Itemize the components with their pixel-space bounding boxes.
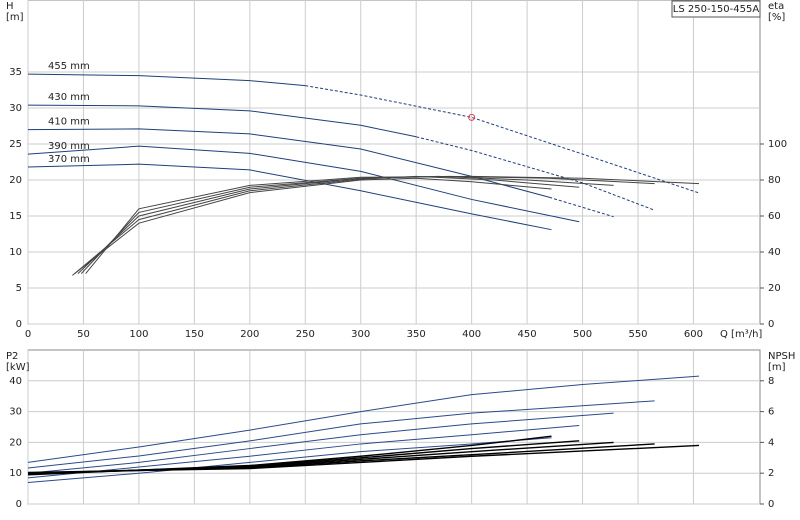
y-tick-label: 5 bbox=[16, 283, 22, 294]
curve bbox=[74, 175, 580, 274]
x-tick-label: 350 bbox=[407, 329, 426, 340]
y2-tick-label: 20 bbox=[768, 283, 781, 294]
operating-point bbox=[468, 113, 476, 121]
y2-axis-label: NPSH bbox=[768, 351, 795, 362]
y-tick-label: 15 bbox=[9, 211, 22, 222]
y-tick-label: 10 bbox=[9, 468, 22, 479]
model-box bbox=[671, 0, 761, 18]
curve bbox=[27, 444, 700, 474]
y-tick-label: 20 bbox=[9, 175, 22, 186]
curve bbox=[27, 145, 580, 223]
y-tick-label: 0 bbox=[16, 499, 22, 510]
model-label: LS 250-150-455A bbox=[673, 4, 760, 15]
curve bbox=[549, 196, 614, 218]
y-tick-label: 25 bbox=[9, 139, 22, 150]
y2-tick-label: 2 bbox=[768, 468, 774, 479]
y-tick-label: 30 bbox=[9, 103, 22, 114]
x-tick-label: 450 bbox=[518, 329, 537, 340]
y2-tick-label: 4 bbox=[768, 437, 774, 448]
curve bbox=[72, 177, 552, 276]
plot-area bbox=[27, 0, 761, 325]
curve bbox=[416, 136, 655, 211]
y2-axis-unit: [m] bbox=[768, 362, 786, 373]
curve bbox=[27, 163, 552, 231]
y2-tick-label: 0 bbox=[768, 319, 774, 330]
curve-label: 390 mm bbox=[48, 141, 90, 152]
y-tick-label: 20 bbox=[9, 437, 22, 448]
curve-label: 455 mm bbox=[48, 61, 90, 72]
curve bbox=[27, 73, 306, 87]
plot-area bbox=[27, 349, 761, 505]
curve bbox=[27, 424, 580, 479]
curve bbox=[27, 412, 614, 474]
y2-tick-label: 100 bbox=[768, 139, 787, 150]
curve bbox=[27, 375, 700, 463]
y-axis-label: H bbox=[6, 1, 14, 12]
x-tick-label: 250 bbox=[296, 329, 315, 340]
curve bbox=[305, 85, 700, 194]
y-tick-label: 35 bbox=[9, 67, 22, 78]
y2-tick-label: 0 bbox=[768, 499, 774, 510]
x-axis-label: Q [m³/h] bbox=[720, 329, 762, 340]
y-tick-label: 0 bbox=[16, 319, 22, 330]
y2-axis-unit: [%] bbox=[768, 12, 785, 23]
x-tick-label: 550 bbox=[628, 329, 647, 340]
x-tick-label: 300 bbox=[351, 329, 370, 340]
x-tick-label: 100 bbox=[129, 329, 148, 340]
y2-tick-label: 60 bbox=[768, 211, 781, 222]
x-tick-label: 500 bbox=[573, 329, 592, 340]
curve bbox=[27, 400, 655, 469]
y-tick-label: 30 bbox=[9, 407, 22, 418]
y-axis-label: P2 bbox=[6, 351, 18, 362]
y-tick-label: 10 bbox=[9, 247, 22, 258]
curve bbox=[27, 104, 417, 138]
x-tick-label: 200 bbox=[240, 329, 259, 340]
y-axis-unit: [m] bbox=[6, 12, 24, 23]
curve-label: 370 mm bbox=[48, 154, 90, 165]
curve-label: 410 mm bbox=[48, 117, 90, 128]
x-tick-label: 400 bbox=[462, 329, 481, 340]
y-tick-label: 40 bbox=[9, 376, 22, 387]
y-axis-unit: [kW] bbox=[6, 362, 30, 373]
y2-tick-label: 40 bbox=[768, 247, 781, 258]
y2-axis-label: eta bbox=[768, 1, 784, 12]
x-tick-label: 50 bbox=[77, 329, 90, 340]
curve-label: 430 mm bbox=[48, 92, 90, 103]
curve bbox=[27, 437, 552, 483]
x-tick-label: 150 bbox=[185, 329, 204, 340]
curve bbox=[85, 175, 700, 274]
y2-tick-label: 6 bbox=[768, 407, 774, 418]
y2-tick-label: 80 bbox=[768, 175, 781, 186]
curve bbox=[77, 175, 614, 274]
x-tick-label: 600 bbox=[684, 329, 703, 340]
x-tick-label: 0 bbox=[25, 329, 31, 340]
y2-tick-label: 8 bbox=[768, 376, 774, 387]
